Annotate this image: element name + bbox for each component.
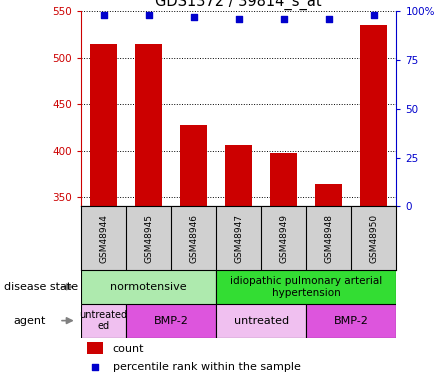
Text: idiopathic pulmonary arterial
hypertension: idiopathic pulmonary arterial hypertensi… [230,276,382,298]
Text: untreated: untreated [234,316,289,326]
Bar [225,145,252,206]
Point [371,12,378,18]
Bar [180,124,207,206]
Text: count: count [113,344,144,354]
Text: disease state: disease state [4,282,78,292]
Text: GSM48949: GSM48949 [279,214,288,262]
Bar [81,270,216,304]
Bar [90,44,117,206]
Bar [360,25,387,206]
Point [235,16,242,22]
Bar [87,342,103,354]
Point [280,16,287,22]
Text: GSM48950: GSM48950 [369,213,378,262]
Text: GSM48946: GSM48946 [189,214,198,262]
Point [325,16,332,22]
Text: BMP-2: BMP-2 [154,316,189,326]
Text: BMP-2: BMP-2 [334,316,369,326]
Point [190,14,197,20]
Bar [81,304,126,338]
Bar [216,304,306,338]
Bar [216,270,396,304]
Bar [270,153,297,206]
Title: GDS1372 / 39814_s_at: GDS1372 / 39814_s_at [155,0,322,10]
Text: GSM48948: GSM48948 [324,214,333,262]
Point [92,364,99,370]
Text: agent: agent [13,316,46,326]
Bar [135,44,162,206]
Text: GSM48947: GSM48947 [234,214,243,262]
Point [100,12,107,18]
Bar [126,304,216,338]
Bar [315,184,343,206]
Bar [306,304,396,338]
Point [145,12,152,18]
Text: percentile rank within the sample: percentile rank within the sample [113,362,300,372]
Text: normotensive: normotensive [110,282,187,292]
Text: untreated
ed: untreated ed [79,310,127,332]
Text: GSM48945: GSM48945 [144,214,153,262]
Text: GSM48944: GSM48944 [99,214,108,262]
